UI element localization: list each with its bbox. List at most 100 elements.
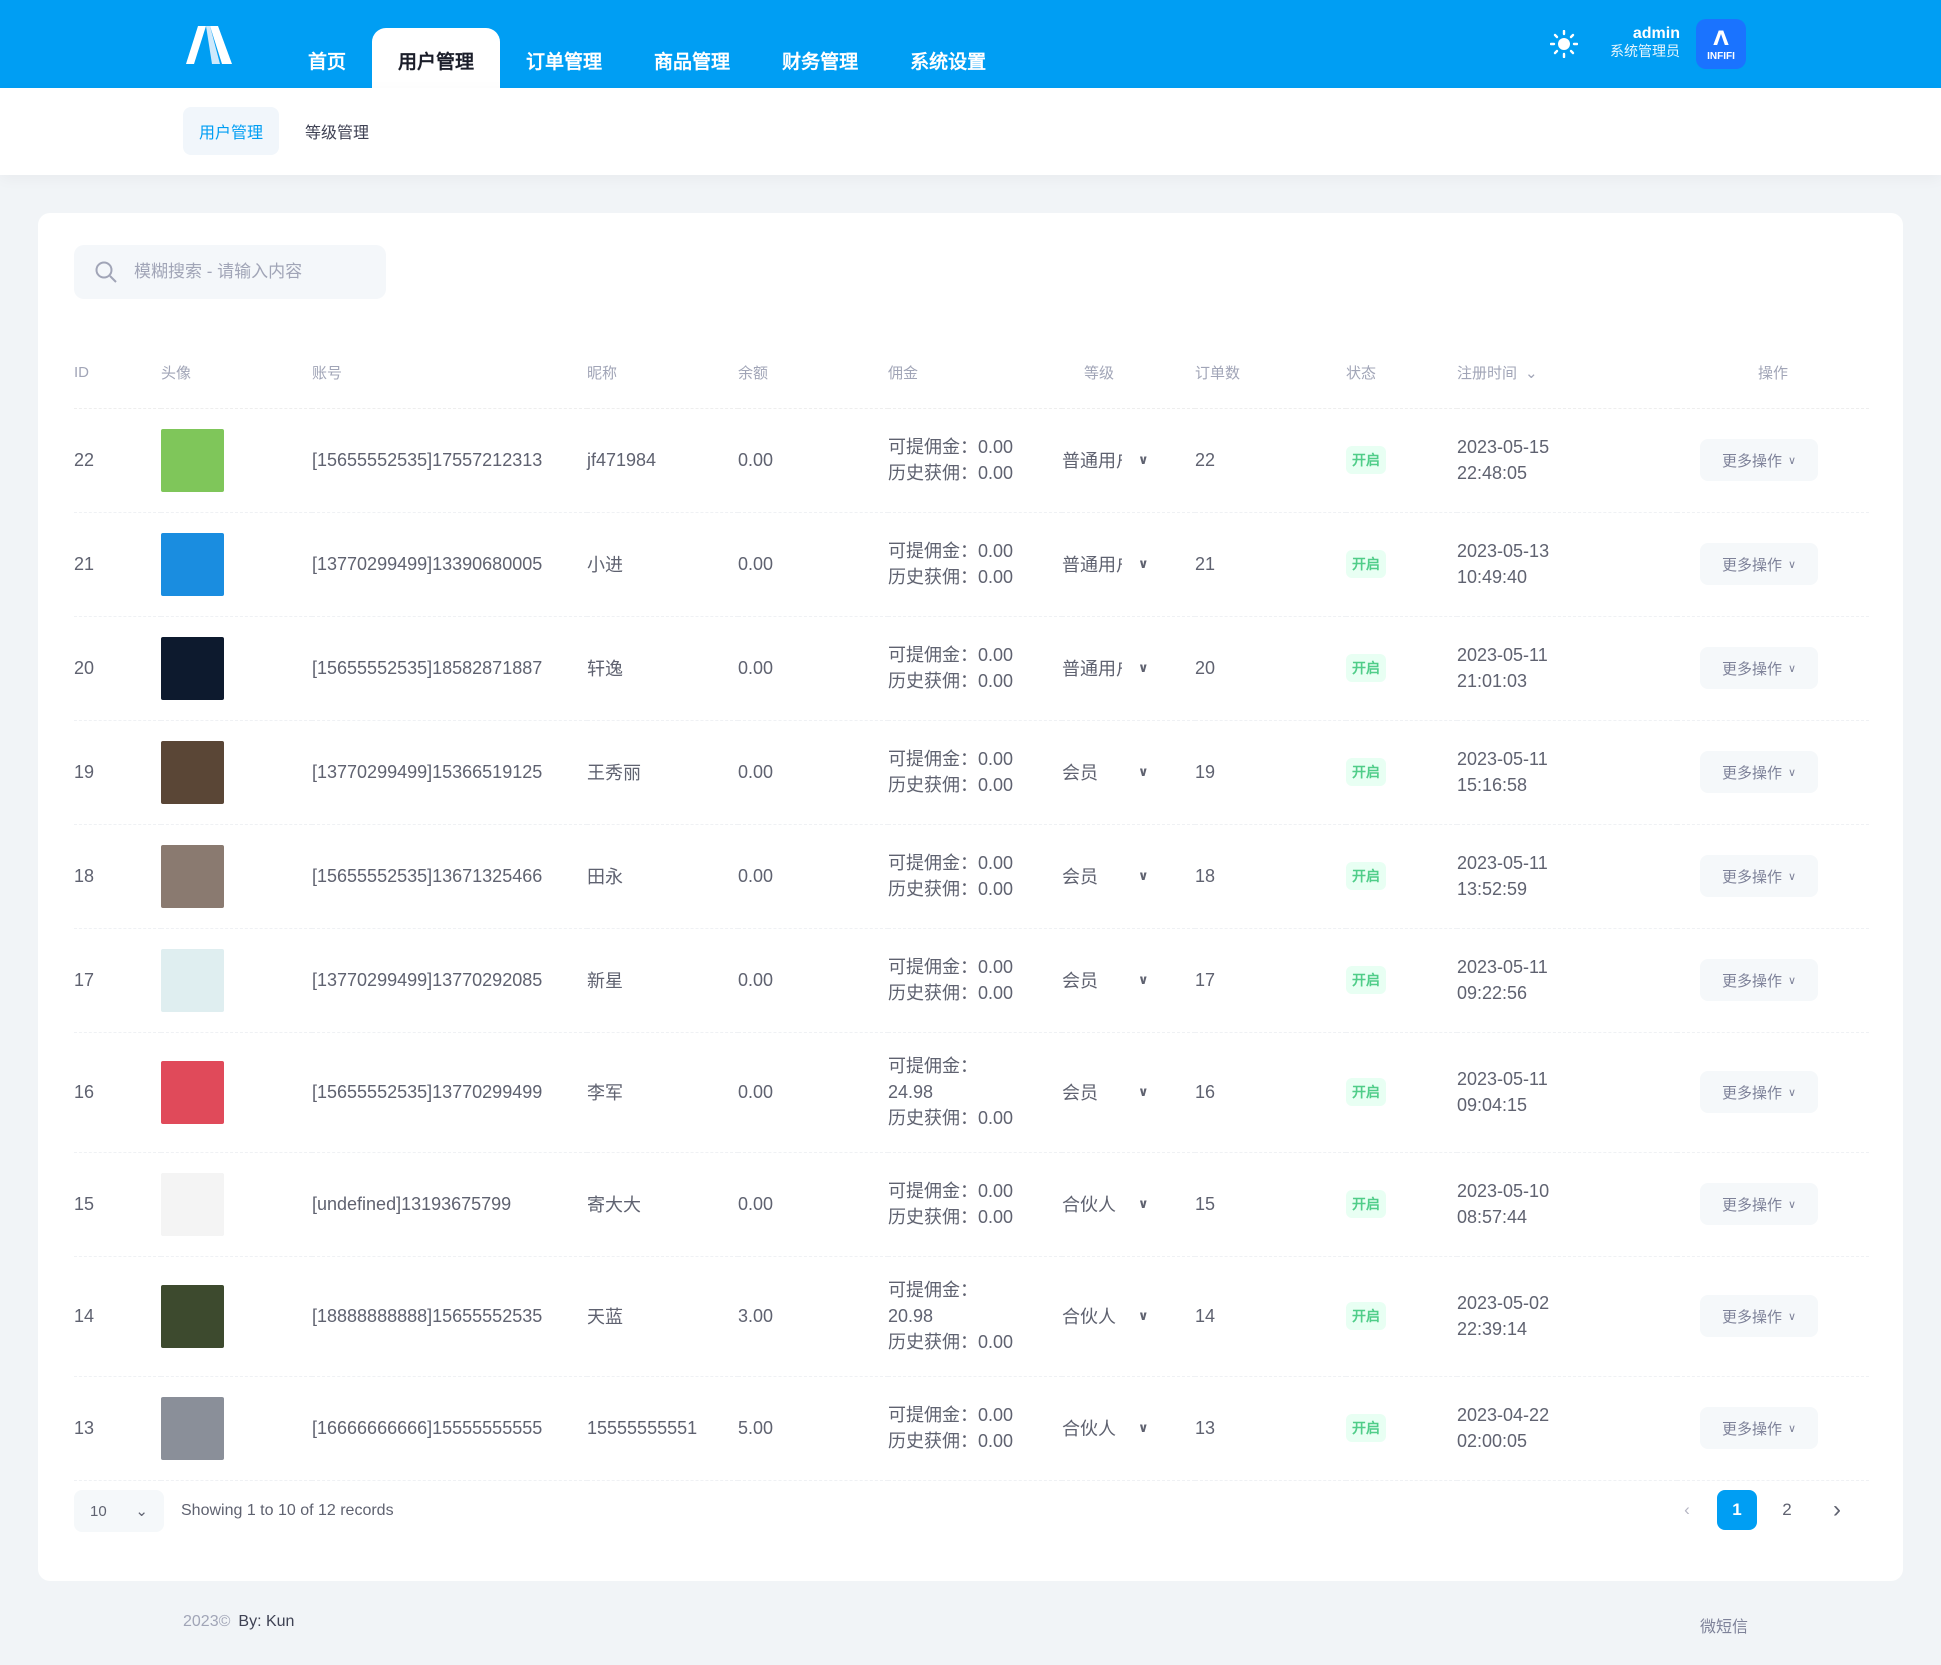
- page-1-button[interactable]: 1: [1717, 1490, 1757, 1530]
- chevron-down-icon: ∨: [1138, 1420, 1149, 1435]
- footer-link[interactable]: 微短信: [1700, 1619, 1749, 1636]
- logo[interactable]: [182, 24, 238, 64]
- more-actions-button[interactable]: 更多操作 ∨: [1700, 543, 1819, 585]
- column-header: 余额: [738, 338, 888, 409]
- user-id: 13: [74, 1376, 161, 1481]
- page-2-button[interactable]: 2: [1782, 1500, 1792, 1519]
- register-time: 02:00:05: [1457, 1431, 1528, 1451]
- column-label: 等级: [1084, 365, 1115, 383]
- level-select[interactable]: 普通用户 ∨: [1062, 447, 1195, 473]
- more-actions-button[interactable]: 更多操作 ∨: [1700, 1295, 1819, 1337]
- user-avatar[interactable]: ᐱ INFIFI: [1696, 19, 1746, 69]
- page-size-select[interactable]: 10 ⌄: [74, 1490, 164, 1532]
- level-select[interactable]: 会员 ∨: [1062, 863, 1195, 889]
- nav-item-3[interactable]: 商品管理: [654, 51, 731, 73]
- more-actions-label: 更多操作: [1722, 556, 1783, 574]
- prev-page-button[interactable]: ‹: [1684, 1500, 1690, 1519]
- avatar: [161, 636, 224, 700]
- history-label: 历史获佣：: [888, 775, 978, 795]
- column-header[interactable]: 注册时间 ⌄: [1457, 338, 1677, 409]
- balance: 0.00: [738, 824, 888, 929]
- commission-cell: 可提佣金：0.00 历史获佣：0.00: [888, 720, 1062, 825]
- level-select[interactable]: 会员 ∨: [1062, 759, 1195, 785]
- more-actions-label: 更多操作: [1722, 660, 1783, 678]
- nav-item-4[interactable]: 财务管理: [782, 51, 859, 73]
- chevron-down-icon: ∨: [1138, 660, 1149, 675]
- chevron-down-icon: ∨: [1138, 1084, 1149, 1099]
- user-name: admin: [1632, 25, 1680, 42]
- more-actions-label: 更多操作: [1722, 1196, 1783, 1214]
- action-cell: 更多操作 ∨: [1677, 1032, 1869, 1153]
- level-select[interactable]: 合伙人 ∨: [1062, 1303, 1195, 1329]
- subnav-level-management[interactable]: 等级管理: [305, 125, 370, 142]
- column-header: 等级: [1062, 338, 1195, 409]
- subnav-user-management[interactable]: 用户管理: [183, 107, 280, 155]
- level-cell: 合伙人 ∨: [1062, 1152, 1195, 1257]
- chevron-down-icon: ∨: [1788, 1086, 1797, 1099]
- account: [15655552535]13671325466: [312, 824, 587, 929]
- user-id: 15: [74, 1152, 161, 1257]
- level-select[interactable]: 合伙人 ∨: [1062, 1191, 1195, 1217]
- nickname: 天蓝: [587, 1256, 738, 1377]
- more-actions-button[interactable]: 更多操作 ∨: [1700, 959, 1819, 1001]
- register-time: 22:39:14: [1457, 1319, 1528, 1339]
- records-summary: Showing 1 to 10 of 12 records: [181, 1502, 394, 1519]
- action-cell: 更多操作 ∨: [1677, 1152, 1869, 1257]
- more-actions-button[interactable]: 更多操作 ∨: [1700, 1071, 1819, 1113]
- theme-toggle-sun-icon[interactable]: [1550, 30, 1578, 58]
- more-actions-button[interactable]: 更多操作 ∨: [1700, 855, 1819, 897]
- more-actions-button[interactable]: 更多操作 ∨: [1700, 439, 1819, 481]
- more-actions-button[interactable]: 更多操作 ∨: [1700, 647, 1819, 689]
- avatar-cell: [161, 408, 312, 513]
- chevron-down-icon: ∨: [1788, 1310, 1797, 1323]
- action-cell: 更多操作 ∨: [1677, 928, 1869, 1033]
- column-header: 账号: [312, 338, 587, 409]
- column-label: ID: [74, 364, 89, 382]
- withdrawable-label: 可提佣金：: [888, 957, 978, 977]
- sort-chevron-icon[interactable]: ⌄: [1525, 365, 1538, 383]
- level-select[interactable]: 会员 ∨: [1062, 1079, 1195, 1105]
- balance: 0.00: [738, 720, 888, 825]
- action-cell: 更多操作 ∨: [1677, 1256, 1869, 1377]
- more-actions-button[interactable]: 更多操作 ∨: [1700, 751, 1819, 793]
- level-cell: 普通用户 ∨: [1062, 616, 1195, 721]
- chevron-down-icon: ∨: [1788, 558, 1797, 571]
- user-info[interactable]: admin 系统管理员: [1600, 26, 1680, 60]
- more-actions-button[interactable]: 更多操作 ∨: [1700, 1183, 1819, 1225]
- next-page-button[interactable]: ›: [1833, 1496, 1841, 1523]
- avatar-cell: [161, 512, 312, 617]
- level-select[interactable]: 会员 ∨: [1062, 967, 1195, 993]
- status-cell: 开启: [1346, 616, 1457, 721]
- status-cell: 开启: [1346, 1032, 1457, 1153]
- account: [13770299499]13770292085: [312, 928, 587, 1033]
- avatar: [161, 1396, 224, 1460]
- register-time-cell: 2023-05-11 13:52:59: [1457, 824, 1677, 929]
- status-cell: 开启: [1346, 1152, 1457, 1257]
- avatar: [161, 532, 224, 596]
- nickname: 李军: [587, 1032, 738, 1153]
- history-value: 0.00: [978, 1332, 1014, 1352]
- balance: 3.00: [738, 1256, 888, 1377]
- nav-item-5[interactable]: 系统设置: [910, 51, 987, 73]
- search-input[interactable]: [134, 262, 374, 282]
- copyright: 2023© By: Kun: [183, 1613, 294, 1631]
- level-select[interactable]: 合伙人 ∨: [1062, 1415, 1195, 1441]
- commission-cell: 可提佣金：0.00 历史获佣：0.00: [888, 824, 1062, 929]
- register-time-cell: 2023-05-15 22:48:05: [1457, 408, 1677, 513]
- level-select[interactable]: 普通用户 ∨: [1062, 551, 1195, 577]
- status-cell: 开启: [1346, 928, 1457, 1033]
- author[interactable]: By: Kun: [238, 1613, 295, 1630]
- nav-item-2[interactable]: 订单管理: [526, 51, 603, 73]
- more-actions-button[interactable]: 更多操作 ∨: [1700, 1407, 1819, 1449]
- history-value: 0.00: [978, 1207, 1014, 1227]
- nav-item-1[interactable]: 用户管理: [372, 28, 501, 88]
- more-actions-label: 更多操作: [1722, 452, 1783, 470]
- more-actions-label: 更多操作: [1722, 1308, 1783, 1326]
- register-time-cell: 2023-05-11 15:16:58: [1457, 720, 1677, 825]
- level-select[interactable]: 普通用户 ∨: [1062, 655, 1195, 681]
- column-label: 余额: [738, 365, 769, 383]
- user-id: 22: [74, 408, 161, 513]
- more-actions-label: 更多操作: [1722, 1084, 1783, 1102]
- nav-item-0[interactable]: 首页: [308, 51, 347, 73]
- withdrawable-value: 0.00: [978, 749, 1014, 769]
